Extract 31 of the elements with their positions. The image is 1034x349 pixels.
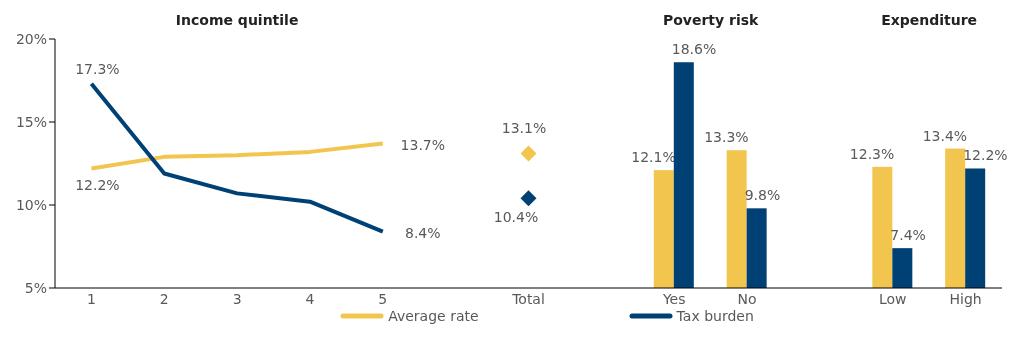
line-series xyxy=(89,141,385,171)
data-label: 8.4% xyxy=(405,224,441,241)
x-tick-label: High xyxy=(949,290,982,307)
x-tick-label: 4 xyxy=(305,290,315,307)
data-label: 17.3% xyxy=(75,60,120,77)
text: Expenditure xyxy=(880,12,979,28)
legend-label: Average rate xyxy=(388,308,479,324)
data-label: 18.6% xyxy=(671,41,717,58)
data-label: 12.2% xyxy=(75,177,120,194)
data-label: 13.3% xyxy=(704,129,749,146)
data-label: 12.3% xyxy=(849,145,895,162)
legend-label: Tax burden xyxy=(676,308,754,324)
text: Income quintile xyxy=(174,12,300,28)
data-label: 12.1% xyxy=(631,149,676,166)
y-tick-label: 20% xyxy=(15,30,47,47)
y-tick-label: 15% xyxy=(15,113,47,130)
x-tick-label: No xyxy=(737,290,757,307)
data-label: 10.4% xyxy=(493,208,539,225)
y-tick-label: 10% xyxy=(15,196,47,213)
data-label: 13.4% xyxy=(922,127,968,144)
x-tick-label: 2 xyxy=(159,290,169,307)
x-tick-label: Yes xyxy=(661,290,686,307)
x-tick-label: Total xyxy=(511,290,545,307)
data-label: 13.7% xyxy=(400,136,446,153)
x-tick-label: 3 xyxy=(232,290,242,307)
data-label: 13.1% xyxy=(501,120,547,137)
x-tick-label: 5 xyxy=(378,290,388,307)
x-tick-label: 1 xyxy=(86,290,96,307)
text: Poverty risk xyxy=(661,12,760,28)
x-tick-label: Low xyxy=(878,290,907,307)
y-tick-label: 5% xyxy=(24,279,47,296)
